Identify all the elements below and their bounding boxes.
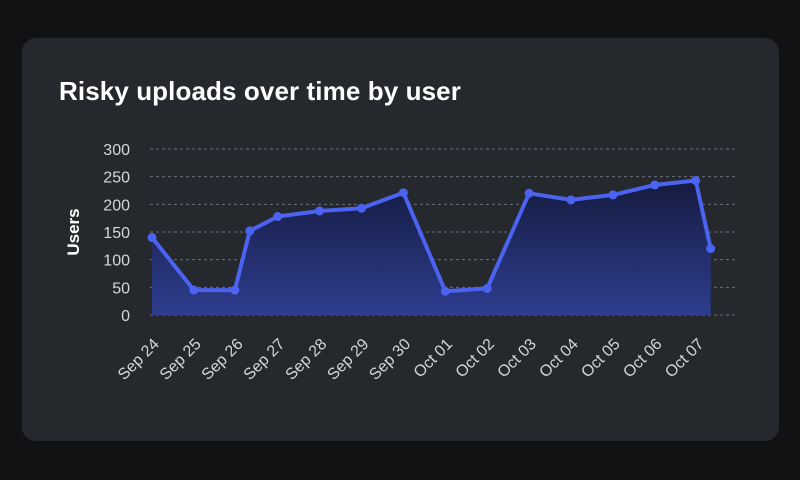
- data-point: [230, 285, 240, 295]
- y-tick-label: 50: [112, 280, 130, 297]
- y-axis-ticks: 0 50 100 150 200 250 300: [103, 142, 130, 325]
- x-tick-label: Sep 30: [366, 336, 414, 384]
- data-point: [566, 195, 576, 205]
- chart-title: Risky uploads over time by user: [59, 76, 461, 106]
- data-point: [482, 283, 492, 293]
- x-tick-label: Oct 01: [411, 336, 456, 381]
- x-tick-label: Oct 02: [453, 336, 498, 381]
- y-axis-label: Users: [64, 208, 83, 255]
- x-tick-label: Oct 07: [662, 336, 707, 381]
- data-point: [315, 206, 325, 216]
- data-point: [608, 190, 618, 200]
- x-tick-label: Sep 25: [157, 336, 205, 384]
- data-point: [147, 233, 157, 243]
- y-tick-label: 0: [121, 308, 130, 325]
- y-tick-label: 100: [103, 253, 130, 270]
- y-tick-label: 150: [103, 225, 130, 242]
- y-tick-label: 250: [103, 170, 130, 187]
- data-point: [189, 285, 199, 295]
- x-tick-label: Sep 28: [283, 336, 331, 384]
- data-point: [524, 188, 534, 198]
- data-points: [147, 176, 716, 296]
- data-point: [691, 176, 701, 186]
- x-tick-label: Sep 26: [199, 336, 247, 384]
- data-point: [440, 286, 450, 296]
- series-line: [150, 178, 713, 294]
- y-tick-label: 200: [103, 197, 130, 214]
- series-area-fill: [152, 180, 711, 315]
- x-tick-label: Sep 24: [115, 336, 163, 384]
- data-point: [273, 212, 283, 222]
- x-tick-label: Oct 06: [620, 336, 665, 381]
- data-point: [706, 244, 716, 254]
- x-tick-label: Oct 04: [536, 336, 581, 381]
- x-tick-label: Sep 29: [324, 336, 372, 384]
- data-point: [398, 188, 408, 198]
- data-point: [357, 203, 366, 213]
- data-point: [245, 226, 255, 236]
- data-point: [650, 180, 660, 190]
- x-tick-label: Sep 27: [241, 336, 289, 384]
- x-tick-label: Oct 03: [495, 336, 540, 381]
- y-tick-label: 300: [103, 142, 130, 159]
- x-tick-label: Oct 05: [578, 336, 623, 381]
